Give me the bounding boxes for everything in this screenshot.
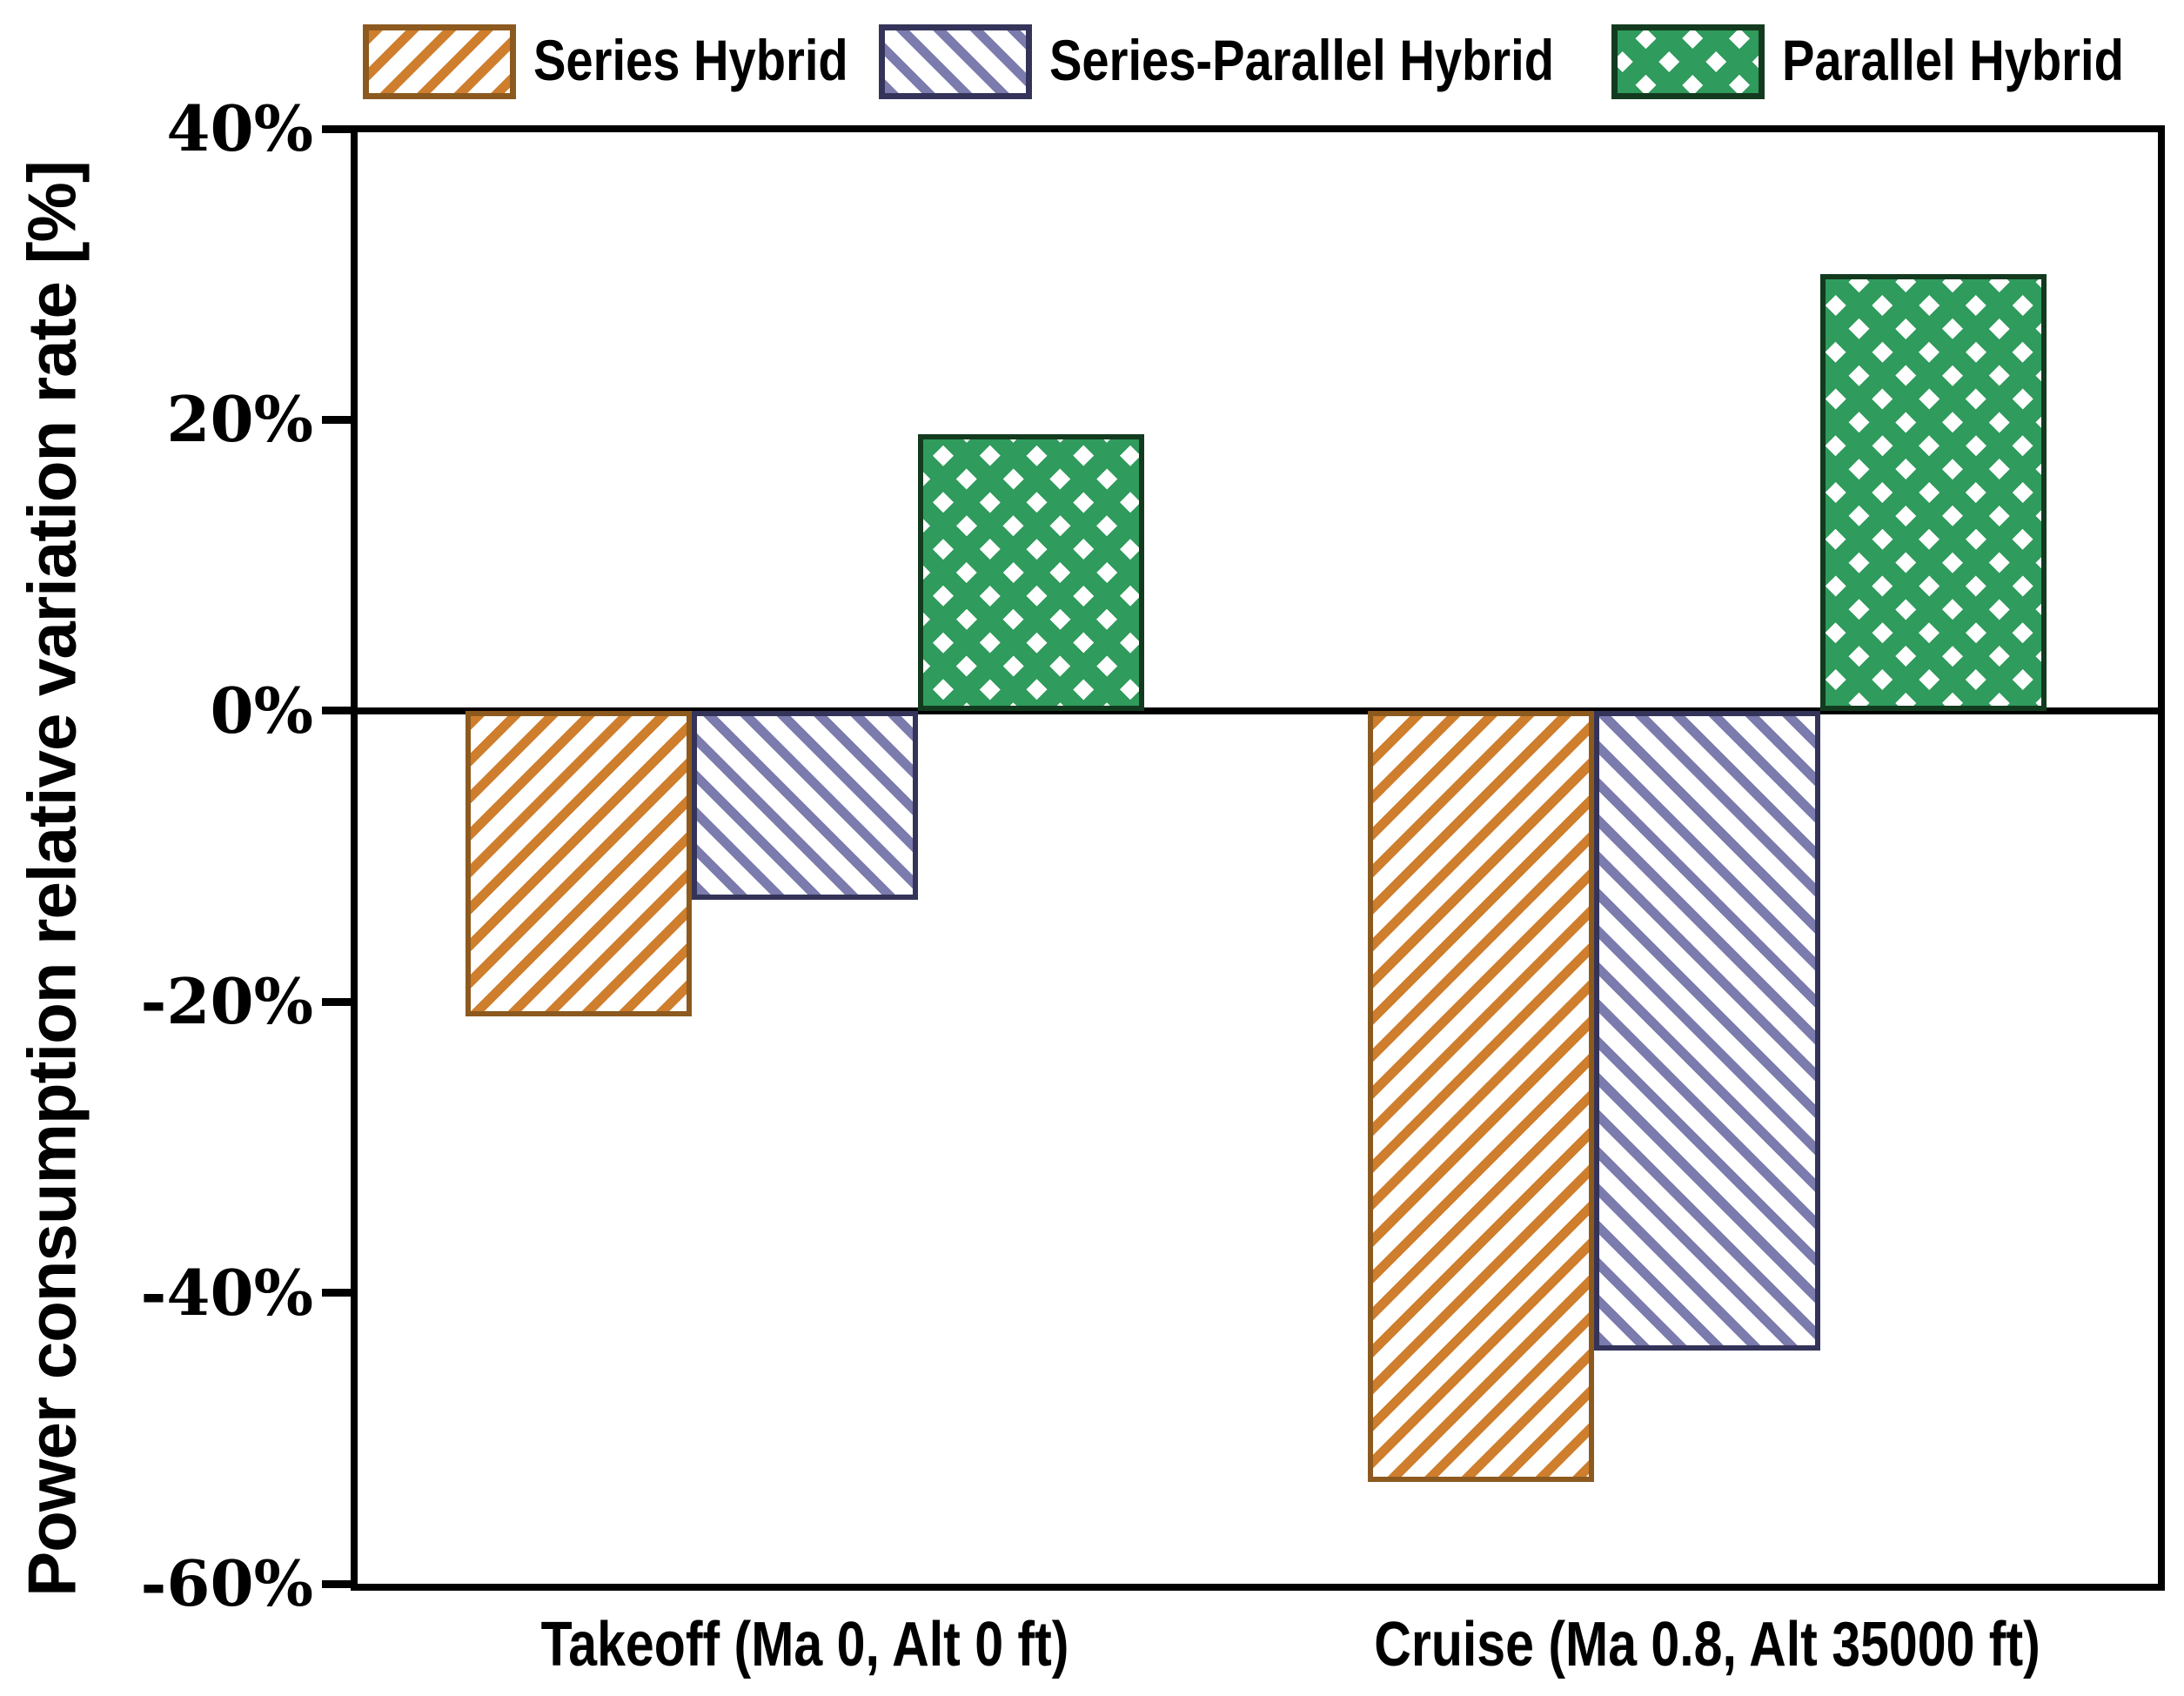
legend-label-3: Parallel Hybrid	[1782, 28, 2124, 92]
y-tick-label: 40%	[166, 91, 313, 165]
bar-series-parallel-hybrid-cat1	[1593, 710, 1820, 1351]
y-tick-label: -20%	[140, 964, 314, 1039]
bar-series-hybrid-cat1	[1367, 710, 1594, 1482]
legend-label-2: Series-Parallel Hybrid	[1049, 28, 1554, 92]
y-tick-mark	[322, 415, 354, 424]
y-tick-label: 0%	[210, 673, 313, 747]
y-tick-label: -60%	[140, 1546, 314, 1620]
y-tick-mark	[322, 124, 354, 133]
zero-gridline	[358, 707, 2158, 714]
y-tick-mark	[322, 1289, 354, 1297]
x-category-label: Takeoff (Ma 0, Alt 0 ft)	[540, 1610, 1069, 1679]
y-tick-label: -40%	[140, 1255, 314, 1330]
legend-swatch-2	[879, 24, 1032, 99]
legend-label-1: Series Hybrid	[533, 28, 848, 92]
bar-series-parallel-hybrid-cat0	[692, 710, 919, 901]
legend-swatch-1	[363, 24, 516, 99]
bar-series-hybrid-cat0	[466, 710, 693, 1016]
x-category-label: Cruise (Ma 0.8, Alt 35000 ft)	[1373, 1610, 2040, 1679]
y-tick-mark	[322, 707, 354, 715]
bar-parallel-hybrid-cat1	[1819, 274, 2047, 711]
y-tick-label: 20%	[166, 382, 313, 457]
y-tick-mark	[322, 1579, 354, 1588]
legend-swatch-3	[1611, 24, 1765, 99]
bar-parallel-hybrid-cat0	[918, 434, 1145, 711]
y-tick-mark	[322, 997, 354, 1006]
